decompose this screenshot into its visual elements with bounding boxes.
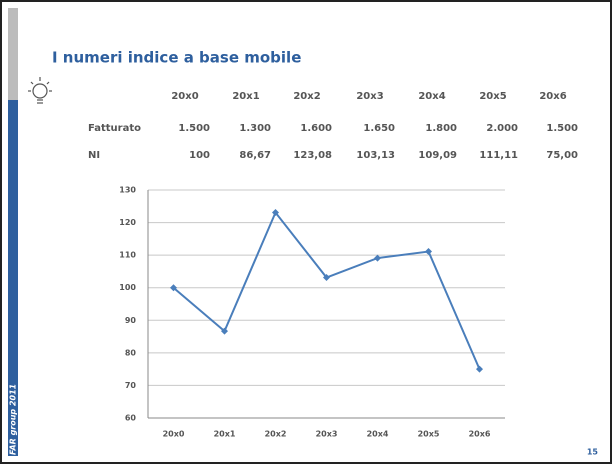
y-tick-label: 100 (119, 283, 136, 292)
lightbulb-icon (28, 77, 52, 104)
table-cell: 86,67 (239, 150, 271, 161)
y-tick-label: 110 (119, 251, 136, 260)
table-header: 20x6 (539, 91, 566, 102)
y-tick-label: 130 (119, 186, 136, 195)
page-number: 15 (587, 448, 599, 457)
slide-title: I numeri indice a base mobile (52, 49, 301, 67)
row-label: NI (88, 150, 100, 161)
y-tick-label: 90 (125, 316, 137, 325)
table-cell: 123,08 (293, 150, 332, 161)
table-cell: 103,13 (356, 150, 395, 161)
x-tick-label: 20x4 (367, 430, 389, 439)
side-bar (8, 100, 18, 456)
table-cell: 2.000 (486, 123, 518, 134)
table-cell: 1.650 (363, 123, 395, 134)
table-header: 20x4 (418, 91, 445, 102)
table-header: 20x0 (171, 91, 198, 102)
marker (323, 274, 330, 282)
table-header: 20x2 (293, 91, 320, 102)
marker (221, 327, 228, 335)
x-tick-label: 20x3 (316, 430, 338, 439)
table-cell: 1.500 (178, 123, 210, 134)
table-cell: 109,09 (418, 150, 457, 161)
x-tick-label: 20x5 (418, 430, 440, 439)
marker (374, 254, 381, 262)
x-tick-label: 20x2 (265, 430, 287, 439)
marker (272, 209, 279, 217)
y-tick-label: 80 (125, 348, 137, 357)
marker (476, 365, 483, 373)
x-tick-label: 20x0 (163, 430, 185, 439)
row-label: Fatturato (88, 123, 141, 134)
y-tick-label: 60 (125, 414, 137, 423)
marker (170, 284, 177, 292)
y-tick-label: 120 (119, 218, 136, 227)
table-header: 20x1 (232, 91, 259, 102)
table-cell: 1.300 (239, 123, 271, 134)
marker (425, 248, 432, 256)
table-cell: 75,00 (546, 150, 578, 161)
x-tick-label: 20x6 (469, 430, 491, 439)
table-header: 20x3 (356, 91, 383, 102)
side-bar-top (8, 8, 18, 100)
table-header: 20x5 (479, 91, 506, 102)
table-cell: 111,11 (479, 150, 518, 161)
brand: FAR group 2011 (9, 384, 18, 455)
table-cell: 100 (189, 150, 210, 161)
table-cell: 1.500 (546, 123, 578, 134)
table-cell: 1.600 (300, 123, 332, 134)
x-tick-label: 20x1 (214, 430, 236, 439)
table-cell: 1.800 (425, 123, 457, 134)
y-tick-label: 70 (125, 381, 137, 390)
